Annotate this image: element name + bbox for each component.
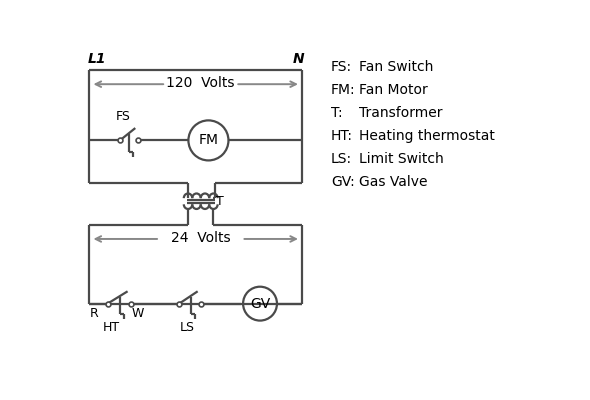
Text: FM: FM [198,134,218,148]
Text: FS: FS [115,110,130,124]
Text: HT:: HT: [331,129,353,143]
Text: GV:: GV: [331,175,355,189]
Text: FS:: FS: [331,60,352,74]
Text: 24  Volts: 24 Volts [171,231,231,245]
Text: GV: GV [250,297,270,311]
Text: N: N [292,52,304,66]
Text: LS: LS [179,320,194,334]
Text: Fan Motor: Fan Motor [359,83,427,97]
Text: Heating thermostat: Heating thermostat [359,129,494,143]
Text: HT: HT [103,320,120,334]
Text: Fan Switch: Fan Switch [359,60,433,74]
Text: L1: L1 [87,52,106,66]
Text: T: T [216,195,224,208]
Text: Limit Switch: Limit Switch [359,152,443,166]
Text: R: R [90,308,99,320]
Text: FM:: FM: [331,83,356,97]
Text: Transformer: Transformer [359,106,442,120]
Text: LS:: LS: [331,152,352,166]
Text: Gas Valve: Gas Valve [359,175,427,189]
Text: W: W [132,308,144,320]
Text: T:: T: [331,106,342,120]
Text: 120  Volts: 120 Volts [166,76,235,90]
